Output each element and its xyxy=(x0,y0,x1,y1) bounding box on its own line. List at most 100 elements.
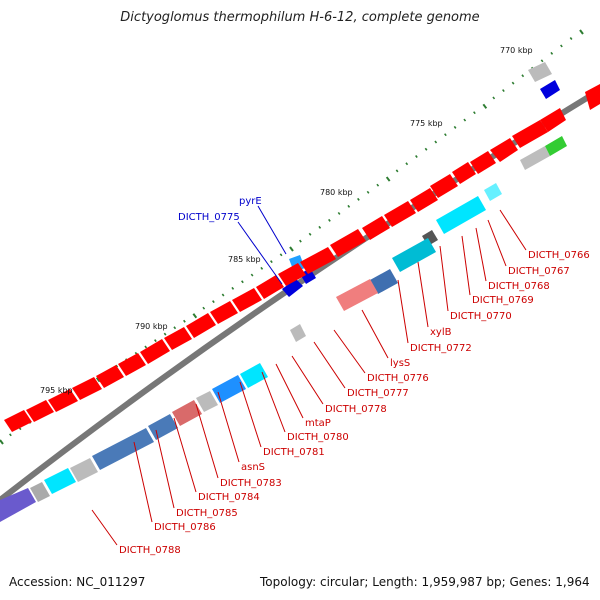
kbp-tick xyxy=(328,218,331,222)
gene-label: DICTH_0781 xyxy=(263,447,325,458)
gene-label: DICTH_0768 xyxy=(488,281,550,292)
kbp-tick xyxy=(289,246,294,252)
kbp-tick xyxy=(540,59,544,63)
kbp-tick xyxy=(154,339,157,343)
gene-label: mtaP xyxy=(305,418,331,429)
kbp-tick xyxy=(173,326,177,330)
label-leader xyxy=(487,219,507,267)
kbp-tick xyxy=(453,125,457,129)
tick-label: 785 kbp xyxy=(228,255,261,264)
label-leader xyxy=(133,441,153,523)
label-leader xyxy=(173,417,197,493)
label-leader xyxy=(261,371,286,433)
accession-text: Accession: NC_011297 xyxy=(9,575,146,589)
gene-label: DICTH_0772 xyxy=(410,343,472,354)
kbp-tick xyxy=(318,225,322,229)
reverse-strand-genes xyxy=(4,84,600,432)
kbp-tick xyxy=(202,306,206,310)
label-leader xyxy=(257,205,287,255)
label-leader-lines xyxy=(91,205,527,546)
kbp-tick xyxy=(492,96,496,100)
kbp-tick xyxy=(221,293,225,297)
tick-label: 780 kbp xyxy=(320,188,353,197)
tick-label: 775 kbp xyxy=(410,119,443,128)
label-leader xyxy=(361,309,389,359)
gene-upper-gray xyxy=(528,62,552,82)
gene-label: DICTH_0785 xyxy=(176,508,238,519)
gene-label: DICTH_0784 xyxy=(198,492,260,503)
kbp-tick xyxy=(569,36,573,40)
kbp-tick xyxy=(482,103,488,109)
tick-label: 770 kbp xyxy=(500,46,533,55)
label-leader xyxy=(217,391,240,463)
gene-label: DICTH_0775 xyxy=(178,212,240,223)
gene-label: DICTH_0786 xyxy=(154,522,216,533)
kbp-tick xyxy=(463,118,467,122)
gene-label: DICTH_0770 xyxy=(450,311,512,322)
gene-label: DICTH_0778 xyxy=(325,404,387,415)
kbp-tick xyxy=(250,273,254,277)
kbp-tick xyxy=(415,155,418,158)
label-leader xyxy=(461,235,471,296)
label-leader xyxy=(475,227,487,282)
kbp-tick xyxy=(95,377,101,383)
gene-label: pyrE xyxy=(239,196,262,207)
gene-upper-blue xyxy=(540,80,560,99)
gene-label: DICTH_0767 xyxy=(508,266,570,277)
kbp-tick xyxy=(0,439,4,445)
label-leader xyxy=(333,329,366,374)
kbp-tick xyxy=(308,232,312,236)
tick-label: 795 kbp xyxy=(40,386,73,395)
secondary-track xyxy=(0,136,567,522)
kbp-tick xyxy=(357,197,360,201)
label-leader xyxy=(275,363,304,419)
gene-label: DICTH_0783 xyxy=(220,478,282,489)
gene-label: DICTH_0788 xyxy=(119,545,181,556)
gene-label: DICTH_0776 xyxy=(367,373,429,384)
kbp-tick xyxy=(405,162,409,166)
label-leader xyxy=(291,355,324,405)
kbp-tick xyxy=(444,133,447,137)
kbp-tick xyxy=(511,81,515,85)
kbp-tick xyxy=(279,253,283,257)
kbp-tick xyxy=(473,111,476,115)
kbp-tick xyxy=(434,140,438,144)
gene-label: DICTH_0777 xyxy=(347,388,409,399)
kbp-tick xyxy=(424,147,428,151)
kbp-tick xyxy=(579,29,584,35)
label-leader xyxy=(237,221,283,285)
label-leader xyxy=(499,209,527,251)
kbp-tick xyxy=(385,176,391,182)
gene-label: DICTH_0780 xyxy=(287,432,349,443)
kbp-tick xyxy=(502,89,505,93)
kbp-tick xyxy=(183,319,186,323)
kbp-tick xyxy=(395,169,399,173)
kbp-tick xyxy=(550,51,554,55)
gene-label: lysS xyxy=(390,358,410,369)
kbp-tick xyxy=(270,260,273,264)
kbp-tick xyxy=(241,280,244,284)
kbp-tick xyxy=(9,433,12,437)
gene-label: DICTH_0769 xyxy=(472,295,534,306)
reverse-gene-labels: DICTH_0766 DICTH_0767 DICTH_0768 DICTH_0769… xyxy=(119,250,590,556)
label-leader xyxy=(155,429,175,509)
label-leader xyxy=(91,509,118,546)
kbp-tick xyxy=(192,313,198,319)
map-title: Dictyoglomus thermophilum H-6-12, comple… xyxy=(120,10,480,25)
kbp-tick xyxy=(299,239,302,243)
gene-label: DICTH_0766 xyxy=(528,250,590,261)
genome-summary-text: Topology: circular; Length: 1,959,987 bp… xyxy=(260,575,590,589)
kbp-tick xyxy=(212,300,215,304)
gene-label: xylB xyxy=(430,327,452,338)
forward-gene-labels: pyrE DICTH_0775 xyxy=(178,196,262,223)
kbp-tick xyxy=(366,190,370,194)
kbp-tick xyxy=(347,204,351,208)
label-leader xyxy=(195,403,219,479)
kbp-scale-labels: 770 kbp 775 kbp 780 kbp 785 kbp 790 kbp … xyxy=(40,46,533,395)
kbp-tick xyxy=(163,332,167,336)
gene-dicth-0775-a xyxy=(282,279,303,297)
kbp-tick xyxy=(560,44,563,48)
kbp-tick xyxy=(337,211,341,215)
label-leader xyxy=(417,261,429,328)
